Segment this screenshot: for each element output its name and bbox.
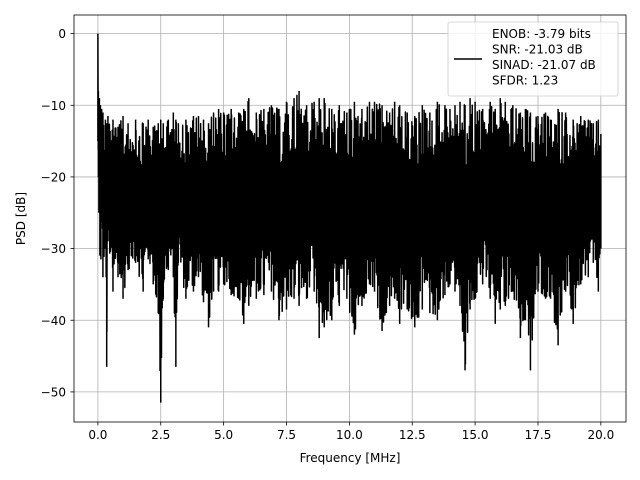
legend-line-text: SFDR: 1.23: [492, 74, 558, 88]
legend-line-text: SINAD: -21.07 dB: [492, 58, 596, 72]
x-tick-label: 12.5: [399, 428, 426, 442]
y-tick-label: −50: [41, 385, 66, 399]
x-tick-label: 0.0: [88, 428, 107, 442]
psd-series-line: [97, 33, 602, 403]
x-tick-label: 10.0: [336, 428, 363, 442]
legend-entry-label: ENOB: -3.79 bits SNR: -21.03 dB SINAD: -21…: [492, 27, 596, 88]
y-tick-label: −30: [41, 242, 66, 256]
x-tick-label: 15.0: [462, 428, 489, 442]
y-axis-label: PSD [dB]: [14, 192, 28, 245]
legend-line-text: SNR: -21.03 dB: [492, 43, 583, 57]
x-tick-label: 2.5: [151, 428, 170, 442]
y-tick-label: −20: [41, 170, 66, 184]
legend: ENOB: -3.79 bits SNR: -21.03 dB SINAD: -21…: [447, 21, 619, 97]
axes-frame: [73, 14, 627, 423]
ticks: 0.0 2.5 5.0 7.5 10.0 12.5 15.0 17.5 20.0 0 −10 −20 −…: [41, 27, 615, 442]
x-tick-label: 5.0: [214, 428, 233, 442]
x-axis-label: Frequency [MHz]: [300, 451, 401, 465]
legend-line-text: ENOB: -3.79 bits: [492, 27, 591, 41]
legend-frame: [447, 21, 619, 97]
y-tick-label: 0: [58, 27, 66, 41]
x-tick-label: 17.5: [525, 428, 552, 442]
x-tick-label: 20.0: [587, 428, 614, 442]
data-layer: [97, 33, 602, 403]
y-tick-label: −10: [41, 99, 66, 113]
x-tick-label: 7.5: [277, 428, 296, 442]
y-tick-label: −40: [41, 314, 66, 328]
